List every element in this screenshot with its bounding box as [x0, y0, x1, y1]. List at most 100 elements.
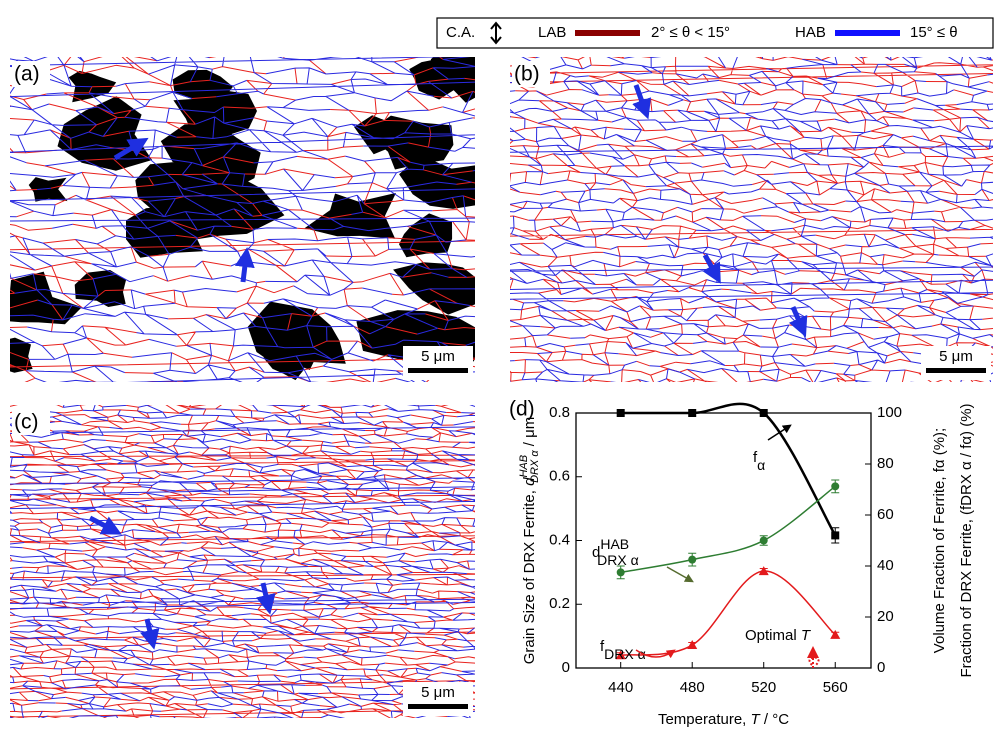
scale-bg: [403, 682, 473, 716]
y-label-sub: DRX α: [529, 450, 541, 483]
label-sup: HAB: [600, 536, 629, 552]
y2-tick-label: 80: [877, 455, 894, 472]
marker: [616, 409, 625, 417]
marker: [759, 409, 768, 417]
hab-swatch: [835, 30, 900, 36]
second-phase: [10, 271, 82, 325]
marker: [615, 650, 626, 660]
series-line: [620, 570, 836, 656]
y2-tick-label: 20: [877, 608, 894, 625]
scale-bar-label: 5 μm: [421, 348, 455, 365]
y2-tick-label: 40: [877, 557, 894, 574]
pointer: [666, 566, 694, 583]
x-label-unit: / °C: [760, 711, 790, 728]
micrograph: (b) 5 μm: [510, 57, 993, 382]
x-label-symbol: T: [751, 711, 762, 728]
micrograph: (a) 5 μm: [10, 57, 475, 382]
y-tick-label: 0.6: [549, 468, 570, 485]
scale-bar-label: 5 μm: [939, 348, 973, 365]
micrograph-content: [10, 57, 475, 382]
annotation-text: Optimal: [745, 627, 801, 644]
marker: [830, 629, 841, 639]
scale-bar: [408, 368, 468, 373]
blue-arrow: [234, 247, 255, 283]
y-label-text: Grain Size of DRX Ferrite,: [521, 486, 538, 664]
second-phase: [399, 213, 453, 258]
second-phase: [10, 337, 33, 373]
y2-axis-label: Fraction of DRX Ferrite, (fDRX α / fα) (…: [958, 403, 975, 677]
second-phase: [247, 301, 346, 369]
label-sub: DRX α: [597, 552, 639, 568]
optimal-arrow: [810, 652, 819, 668]
scale-bg: [403, 346, 473, 380]
blue-arrow: [788, 306, 808, 338]
label-symbol: f: [600, 638, 605, 655]
series-label: fα: [753, 449, 765, 473]
marker: [687, 640, 698, 650]
chart: (d) 0 0.2 0.4 0.6 0.8 0 20 40 60 80 100 440 480 520 560…: [509, 398, 975, 728]
y-tick-label: 0.2: [549, 595, 570, 612]
y2-tick-label: 100: [877, 404, 902, 421]
ca-arrow: [490, 21, 502, 45]
second-phase: [366, 115, 454, 170]
second-phase: [28, 177, 68, 202]
hab-boundaries: [10, 57, 475, 382]
marker: [616, 568, 625, 577]
annotation: Optimal T: [745, 627, 812, 644]
pointer: [767, 424, 792, 441]
marker: [758, 566, 769, 576]
panel-label: (b): [514, 63, 540, 86]
y-tick-label: 0: [562, 659, 570, 676]
micrographs: (a) 5 μm (b) 5 μm (c) 5 μm: [10, 57, 993, 718]
y-tick-label: 0.4: [549, 531, 570, 548]
y2-tick-label: 0: [877, 659, 885, 676]
legend-lab-range: 2° ≤ θ < 15°: [651, 24, 730, 41]
label-bg: [12, 61, 50, 87]
x-tick-label: 440: [608, 679, 633, 696]
y-label-sup: HAB: [518, 455, 530, 478]
micrograph-content: [10, 405, 475, 718]
y2-tick-label: 60: [877, 506, 894, 523]
hab-boundaries: [10, 405, 475, 718]
marker: [831, 531, 840, 540]
y-label-symbol: d: [521, 477, 538, 486]
blue-arrow: [139, 618, 160, 650]
micrograph: (c) 5 μm: [10, 405, 475, 718]
second-phase: [429, 57, 475, 103]
lab-swatch: [575, 30, 640, 36]
scale-bar: [926, 368, 986, 373]
marker: [759, 536, 768, 545]
x-tick-label: 480: [680, 679, 705, 696]
scale-bar-label: 5 μm: [421, 684, 455, 701]
series-label: fDRX α: [600, 638, 646, 662]
x-tick-label: 520: [751, 679, 776, 696]
blue-arrow: [88, 515, 122, 535]
label-bg: [12, 409, 50, 435]
second-phase: [263, 348, 312, 381]
x-tick-label: 560: [823, 679, 848, 696]
micrograph-content: [510, 57, 993, 382]
label-symbol: f: [753, 449, 758, 466]
y-tick-label: 0.8: [549, 404, 570, 421]
marker: [831, 482, 840, 491]
legend: C.A. LAB 2° ≤ θ < 15° HAB 15° ≤ θ: [436, 17, 994, 49]
panel-label: (a): [14, 63, 40, 86]
label-sub: DRX α: [604, 646, 646, 662]
annotation-symbol: T: [801, 627, 812, 644]
x-label-text: Temperature,: [658, 711, 751, 728]
y-label-unit: / μm: [521, 417, 538, 451]
x-axis-label: Temperature, T / °C: [658, 711, 789, 728]
lab-boundaries: [510, 57, 993, 382]
blue-arrow: [702, 253, 721, 284]
legend-hab: HAB: [795, 24, 826, 41]
blue-arrow: [256, 582, 276, 615]
scale-bg: [921, 346, 991, 380]
second-phase: [304, 192, 396, 239]
blue-arrow: [632, 84, 652, 120]
label-bg: [512, 61, 550, 87]
marker: [688, 409, 697, 417]
marker: [688, 555, 697, 564]
scale-bar: [408, 704, 468, 709]
legend-box: [436, 17, 994, 49]
